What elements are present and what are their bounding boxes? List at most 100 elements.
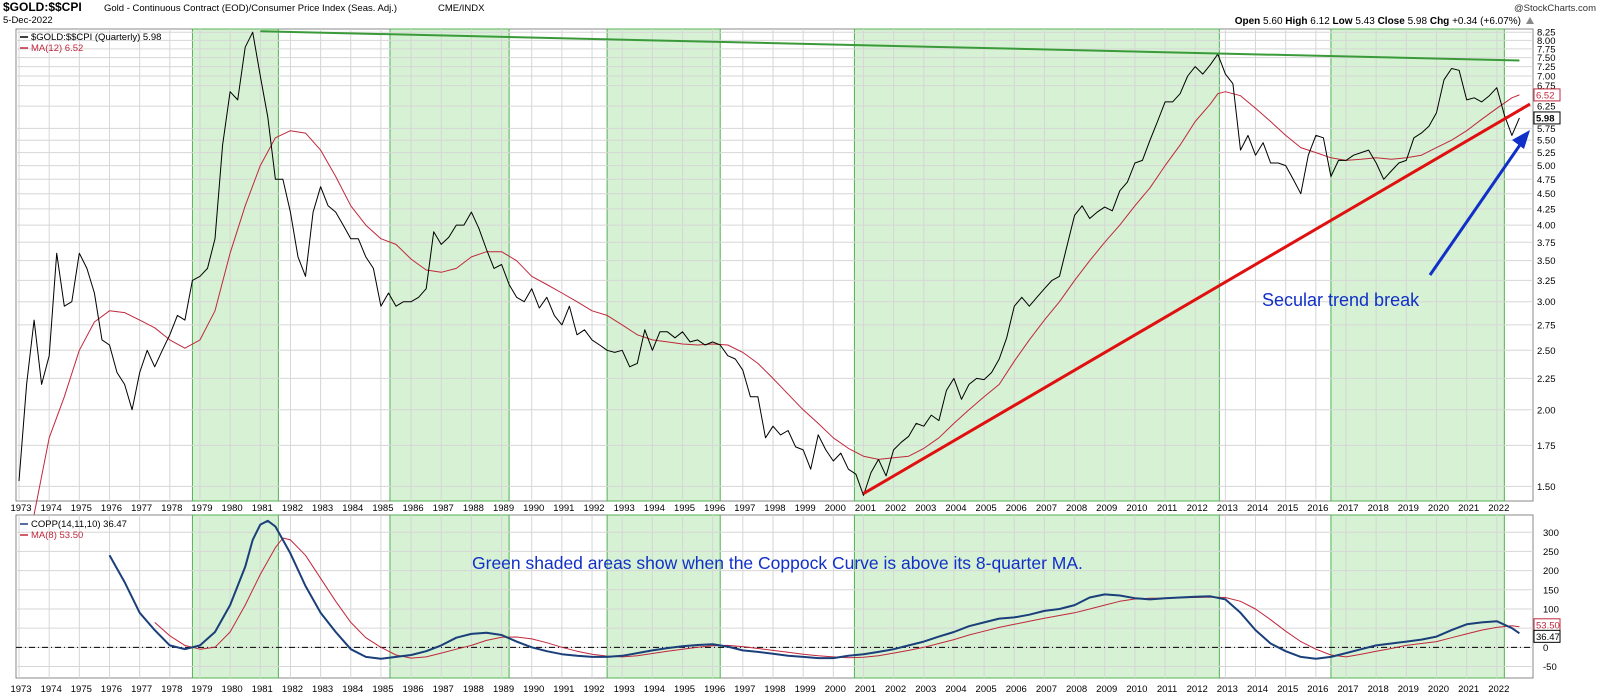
price-y-tick-label: 5.50 bbox=[1537, 136, 1556, 147]
price-x-tick-label: 2021 bbox=[1458, 503, 1479, 514]
price-y-tick-label: 3.50 bbox=[1537, 256, 1556, 267]
coppock-x-tick-label: 2018 bbox=[1368, 684, 1389, 695]
price-shaded-period bbox=[191, 28, 279, 502]
coppock-x-tick-label: 1983 bbox=[312, 684, 333, 695]
price-x-tick-label: 1996 bbox=[704, 503, 725, 514]
price-x-tick-label: 1978 bbox=[161, 503, 182, 514]
copp-last-value-box bbox=[1533, 629, 1561, 643]
price-x-tick-label: 1983 bbox=[312, 503, 333, 514]
date-label: 5-Dec-2022 bbox=[3, 15, 53, 26]
ma12-line bbox=[33, 91, 1520, 515]
coppock-x-tick-label: 2017 bbox=[1337, 684, 1358, 695]
coppock-legend: COPP(14,11,10) 36.47 MA(8) 53.50 bbox=[20, 519, 127, 541]
price-y-tick-label: 3.00 bbox=[1537, 297, 1556, 308]
coppock-x-tick-label: 2001 bbox=[855, 684, 876, 695]
price-x-tick-label: 1991 bbox=[553, 503, 574, 514]
price-y-tick-label: 1.75 bbox=[1537, 441, 1556, 452]
price-x-tick-label: 2014 bbox=[1247, 503, 1268, 514]
price-x-tick-label: 1981 bbox=[252, 503, 273, 514]
price-x-tick-label: 1975 bbox=[71, 503, 92, 514]
coppock-x-tick-label: 1999 bbox=[795, 684, 816, 695]
arrow-head bbox=[1512, 130, 1530, 149]
ma8-legend-label: MA(8) 53.50 bbox=[31, 530, 83, 541]
price-x-tick-label: 2007 bbox=[1036, 503, 1057, 514]
coppock-x-tick-label: 2003 bbox=[915, 684, 936, 695]
price-x-tick-label: 1985 bbox=[372, 503, 393, 514]
price-y-tick-label: 4.75 bbox=[1537, 175, 1556, 186]
price-x-tick-label: 1973 bbox=[10, 503, 31, 514]
price-y-tick-label: 2.00 bbox=[1537, 405, 1556, 416]
coppock-x-tick-label: 1996 bbox=[704, 684, 725, 695]
price-x-tick-label: 1994 bbox=[644, 503, 665, 514]
ohlc-chg-value: +0.34 (+6.07%) bbox=[1452, 16, 1521, 27]
axis-labels: 1973 1974 1975 1976 1977 1978 1979 1980 1981 1982… bbox=[10, 28, 1561, 695]
price-x-tick-label: 2020 bbox=[1428, 503, 1449, 514]
coppock-x-tick-label: 1976 bbox=[101, 684, 122, 695]
price-y-tick-label: 7.25 bbox=[1537, 62, 1556, 73]
price-x-tick-label: 1987 bbox=[433, 503, 454, 514]
resistance-trendline bbox=[260, 30, 1520, 62]
coppock-shaded-period bbox=[853, 514, 1220, 679]
price-last-value: 5.98 bbox=[1536, 113, 1555, 124]
price-y-tick-label: 7.75 bbox=[1537, 44, 1556, 55]
coppock-x-tick-label: 1998 bbox=[764, 684, 785, 695]
coppock-x-tick-label: 2008 bbox=[1066, 684, 1087, 695]
price-x-tick-label: 1998 bbox=[764, 503, 785, 514]
shade-note-annotation: Green shaded areas show when the Coppock… bbox=[472, 553, 1083, 573]
price-x-tick-label: 2009 bbox=[1096, 503, 1117, 514]
coppock-x-tick-label: 2022 bbox=[1488, 684, 1509, 695]
coppock-x-tick-label: 1997 bbox=[734, 684, 755, 695]
coppock-shaded-period bbox=[191, 514, 279, 679]
coppock-x-tick-label: 1986 bbox=[403, 684, 424, 695]
price-last-value-box bbox=[1533, 111, 1561, 125]
coppock-y-tick-label: 150 bbox=[1543, 585, 1559, 596]
ohlc-readout: Open 5.60 High 6.12 Low 5.43 Close 5.98 … bbox=[1235, 16, 1534, 27]
coppock-x-tick-label: 2010 bbox=[1126, 684, 1147, 695]
ma12-legend-label: MA(12) 6.52 bbox=[31, 43, 83, 54]
price-shaded-periods bbox=[191, 28, 1505, 502]
coppock-x-tick-label: 2012 bbox=[1187, 684, 1208, 695]
coppock-x-tick-label: 2005 bbox=[976, 684, 997, 695]
coppock-x-tick-label: 1978 bbox=[161, 684, 182, 695]
coppock-x-tick-label: 2007 bbox=[1036, 684, 1057, 695]
price-x-tick-label: 1999 bbox=[795, 503, 816, 514]
ohlc-low-value: 5.43 bbox=[1355, 16, 1375, 27]
coppock-x-tick-label: 2016 bbox=[1307, 684, 1328, 695]
coppock-line bbox=[108, 519, 1520, 660]
coppock-x-tick-label: 2020 bbox=[1428, 684, 1449, 695]
coppock-x-tick-label: 1973 bbox=[10, 684, 31, 695]
coppock-x-tick-label: 2009 bbox=[1096, 684, 1117, 695]
price-x-tick-label: 1993 bbox=[614, 503, 635, 514]
price-shaded-period bbox=[1330, 28, 1505, 502]
price-x-tick-label: 1986 bbox=[403, 503, 424, 514]
ma12-last-value-box bbox=[1533, 88, 1561, 102]
coppock-x-tick-label: 1995 bbox=[674, 684, 695, 695]
price-y-tick-label: 8.25 bbox=[1537, 28, 1556, 39]
price-x-tick-label: 2002 bbox=[885, 503, 906, 514]
arrow-shaft bbox=[1428, 141, 1524, 276]
ohlc-chg-label: Chg bbox=[1427, 16, 1452, 27]
coppock-x-tick-label: 2011 bbox=[1157, 684, 1177, 695]
price-x-tick-label: 1992 bbox=[583, 503, 604, 514]
coppock-x-tick-label: 1985 bbox=[372, 684, 393, 695]
chart-header: $GOLD:$$CPI Gold - Continuous Contract (… bbox=[3, 0, 1596, 27]
price-shaded-period bbox=[389, 28, 510, 502]
coppock-y-tick-label: 300 bbox=[1543, 528, 1559, 539]
price-x-tick-label: 1989 bbox=[493, 503, 514, 514]
ohlc-close-value: 5.98 bbox=[1408, 16, 1428, 27]
coppock-x-tick-label: 1984 bbox=[342, 684, 363, 695]
copp-last-value: 36.47 bbox=[1536, 632, 1560, 643]
ohlc-text: Open 5.60 High 6.12 Low 5.43 Close 5.98 … bbox=[1235, 16, 1521, 27]
coppock-y-tick-label: 250 bbox=[1543, 547, 1559, 558]
copp-legend-label: COPP(14,11,10) 36.47 bbox=[31, 519, 127, 530]
price-y-tick-label: 8.00 bbox=[1537, 36, 1556, 47]
coppock-y-tick-label: 0 bbox=[1543, 643, 1548, 654]
price-y-tick-label: 3.25 bbox=[1537, 276, 1556, 287]
price-x-tick-label: 1976 bbox=[101, 503, 122, 514]
trend-break-arrow bbox=[1428, 130, 1530, 276]
price-x-tick-label: 1988 bbox=[463, 503, 484, 514]
price-line bbox=[18, 31, 1520, 496]
price-shaded-period bbox=[606, 28, 721, 502]
price-y-tick-label: 6.75 bbox=[1537, 81, 1556, 92]
